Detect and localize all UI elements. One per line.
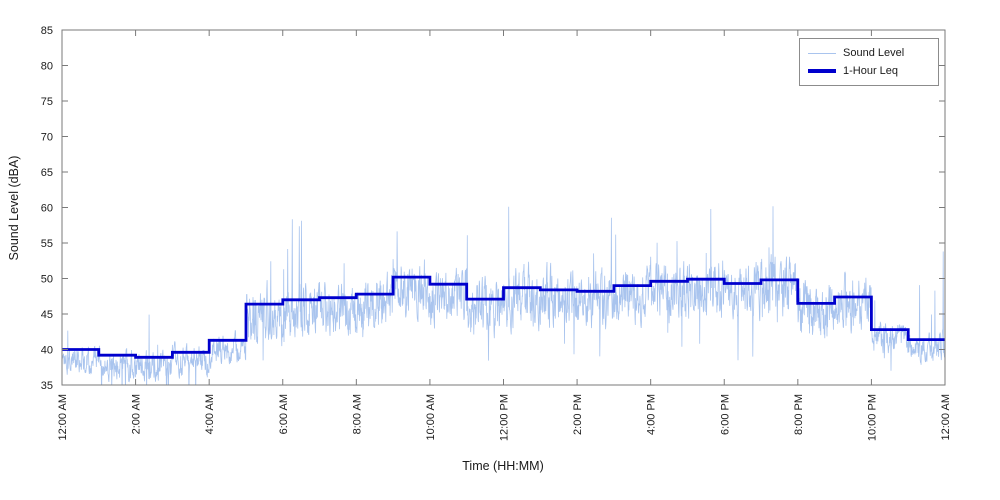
x-tick-label: 2:00 AM: [131, 394, 143, 434]
sound-level-trace: [62, 206, 945, 385]
legend: Sound Level 1-Hour Leq: [799, 38, 939, 86]
y-axis-label: Sound Level (dBA): [7, 156, 21, 261]
legend-line-sample-leq: [808, 69, 836, 73]
y-tick-label: 75: [41, 96, 53, 108]
x-axis-label: Time (HH:MM): [462, 459, 543, 473]
y-tick-label: 55: [41, 238, 53, 250]
x-tick-label: 12:00 AM: [940, 394, 952, 440]
y-tick-label: 50: [41, 274, 53, 286]
x-tick-label: 12:00 PM: [499, 394, 511, 441]
y-tick-label: 45: [41, 309, 53, 321]
y-tick-label: 65: [41, 167, 53, 179]
y-tick-label: 60: [41, 203, 53, 215]
legend-line-sample-sound-level: [808, 52, 836, 54]
chart-dynamic-layer: 12:00 AM 2:00 AM 4:00 AM 6:00 AM 8:00 AM 10:0…: [41, 25, 952, 441]
x-tick-label: 4:00 AM: [204, 394, 216, 434]
legend-label-sound-level: Sound Level: [843, 47, 905, 59]
y-tick-label: 40: [41, 345, 53, 357]
x-tick-label: 12:00 AM: [57, 394, 69, 440]
y-tick-label: 70: [41, 132, 53, 144]
x-tick-label: 6:00 AM: [278, 394, 290, 434]
x-tick-label: 6:00 PM: [719, 394, 731, 435]
x-tick-label: 2:00 PM: [572, 394, 584, 435]
y-tick-label: 85: [41, 25, 53, 37]
x-tick-label: 10:00 PM: [866, 394, 878, 441]
x-tick-label: 10:00 AM: [425, 394, 437, 440]
legend-item-sound-level: Sound Level: [808, 44, 930, 62]
x-tick-label: 8:00 AM: [351, 394, 363, 434]
y-tick-label: 80: [41, 61, 53, 73]
legend-label-leq: 1-Hour Leq: [843, 65, 899, 77]
y-tick-label: 35: [41, 380, 53, 392]
legend-item-leq: 1-Hour Leq: [808, 62, 930, 80]
x-tick-label: 8:00 PM: [793, 394, 805, 435]
leq-step-line: [62, 275, 945, 359]
x-tick-label: 4:00 PM: [646, 394, 658, 435]
